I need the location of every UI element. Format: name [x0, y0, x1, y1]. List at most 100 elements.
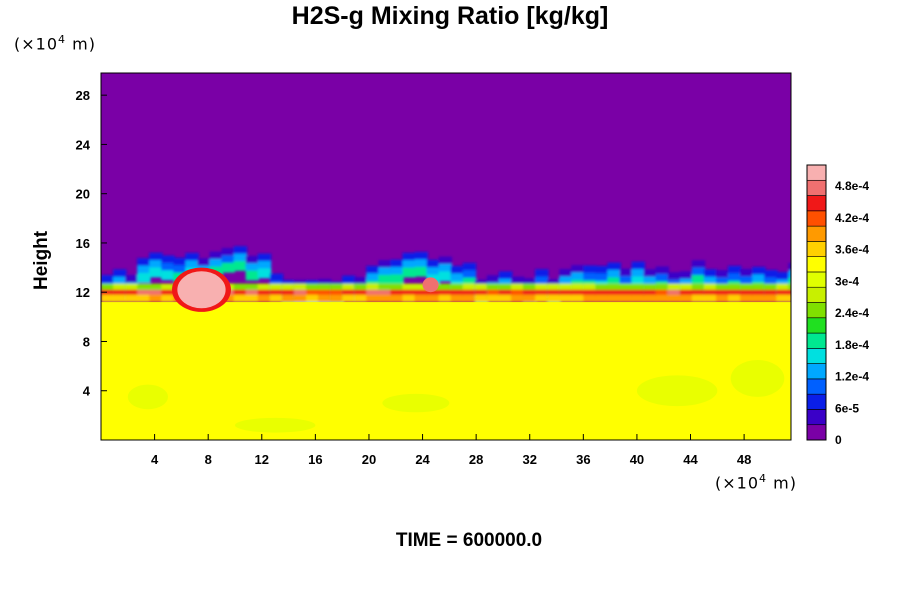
band-cell — [438, 294, 453, 303]
band-cell — [330, 294, 344, 303]
x-tick-label: 4 — [151, 452, 159, 467]
colorbar-tick-label: 6e-5 — [835, 401, 859, 415]
band-cell — [462, 283, 477, 291]
band-cell — [414, 283, 428, 291]
band-cell — [149, 294, 163, 303]
band-cell — [740, 294, 754, 303]
x-unit-exponent: 4 — [759, 472, 768, 485]
band-cell — [498, 271, 513, 283]
colorbar-swatch — [806, 271, 827, 288]
colorbar-tick-label: 4.8e-4 — [835, 179, 869, 193]
band-cell — [438, 256, 453, 268]
band-cell — [776, 289, 790, 296]
band-cell — [474, 283, 489, 291]
band-cell — [703, 276, 718, 288]
y-tick-label: 16 — [76, 236, 90, 251]
band-cell — [426, 259, 440, 271]
band-cell — [498, 289, 513, 296]
plume-core — [177, 271, 226, 309]
band-cell — [149, 252, 163, 264]
band-cell — [583, 265, 597, 277]
chart-title: H2S-g Mixing Ratio [kg/kg] — [291, 2, 609, 30]
band-cell — [305, 289, 320, 296]
band-cell — [221, 255, 235, 267]
band-cell — [125, 283, 139, 291]
band-cell — [173, 265, 187, 277]
band-cell — [619, 294, 633, 303]
band-cell — [161, 283, 175, 291]
x-unit-prefix: (×10 — [715, 473, 760, 493]
lower-patch — [234, 417, 316, 433]
x-tick-label: 28 — [469, 452, 483, 467]
band-cell — [257, 253, 272, 265]
band-cell — [414, 251, 428, 264]
colorbar-frame — [806, 164, 827, 441]
band-cell — [655, 266, 670, 278]
band-cell — [161, 262, 175, 274]
band-cell — [595, 283, 609, 291]
band-cell — [149, 260, 163, 272]
x-tick-label: 48 — [737, 452, 751, 467]
band-cell — [233, 294, 248, 303]
colorbar-swatch — [806, 225, 827, 242]
band-cell — [510, 294, 525, 303]
band-cell — [510, 289, 525, 296]
band-cell — [330, 289, 344, 296]
band-cell — [149, 267, 163, 278]
band-cell — [571, 294, 585, 303]
band-cell — [342, 294, 356, 303]
band-cell — [679, 294, 694, 303]
y-axis-unit: (×104 m) — [14, 33, 96, 53]
band-cell — [498, 283, 513, 291]
band-cell — [390, 274, 404, 285]
x-tick-label: 16 — [308, 452, 322, 467]
band-cell — [703, 289, 718, 296]
band-cell — [101, 294, 115, 303]
band-cell — [366, 289, 380, 296]
band-cell — [390, 283, 404, 291]
band-cell — [595, 289, 609, 296]
band-cell — [486, 294, 501, 303]
band-cell — [607, 289, 621, 296]
band-cell — [402, 267, 416, 278]
band-cell — [197, 258, 211, 270]
band-cell — [523, 289, 537, 296]
band-cell — [149, 289, 163, 296]
x-tick-label: 32 — [523, 452, 537, 467]
band-cell — [318, 294, 332, 303]
band-cell — [462, 289, 477, 296]
colorbar-tick-label: 4.2e-4 — [835, 211, 869, 225]
band-cell — [414, 289, 428, 296]
band-cell — [245, 263, 260, 275]
band-cell — [269, 289, 284, 296]
band-cell — [691, 289, 706, 296]
band-cell — [523, 283, 537, 291]
band-cell — [788, 289, 791, 296]
heatmap-field — [101, 73, 791, 440]
colorbar-swatch — [806, 363, 827, 380]
x-tick-label: 40 — [630, 452, 644, 467]
band-cell — [257, 289, 272, 296]
y-tick-label: 8 — [83, 334, 90, 349]
band-cell — [209, 259, 223, 271]
band-cell — [450, 273, 465, 285]
band-cell — [776, 272, 790, 284]
band-cell — [631, 294, 645, 303]
band-cell — [571, 283, 585, 291]
band-cell — [257, 283, 272, 291]
band-cell — [330, 283, 344, 291]
band-cell — [125, 274, 139, 287]
band-cell — [414, 294, 428, 303]
x-tick-label: 20 — [362, 452, 376, 467]
band-cell — [607, 283, 621, 291]
band-cell — [715, 289, 730, 296]
band-cell — [450, 289, 465, 296]
colorbar-tick-label: 1.8e-4 — [835, 338, 869, 352]
band-cell — [161, 294, 175, 303]
band-cell — [691, 283, 706, 291]
colorbar-swatch — [806, 393, 827, 410]
band-cell — [631, 276, 645, 287]
band-cell — [486, 275, 501, 287]
band-cell — [667, 283, 682, 291]
band-cell — [378, 274, 392, 285]
